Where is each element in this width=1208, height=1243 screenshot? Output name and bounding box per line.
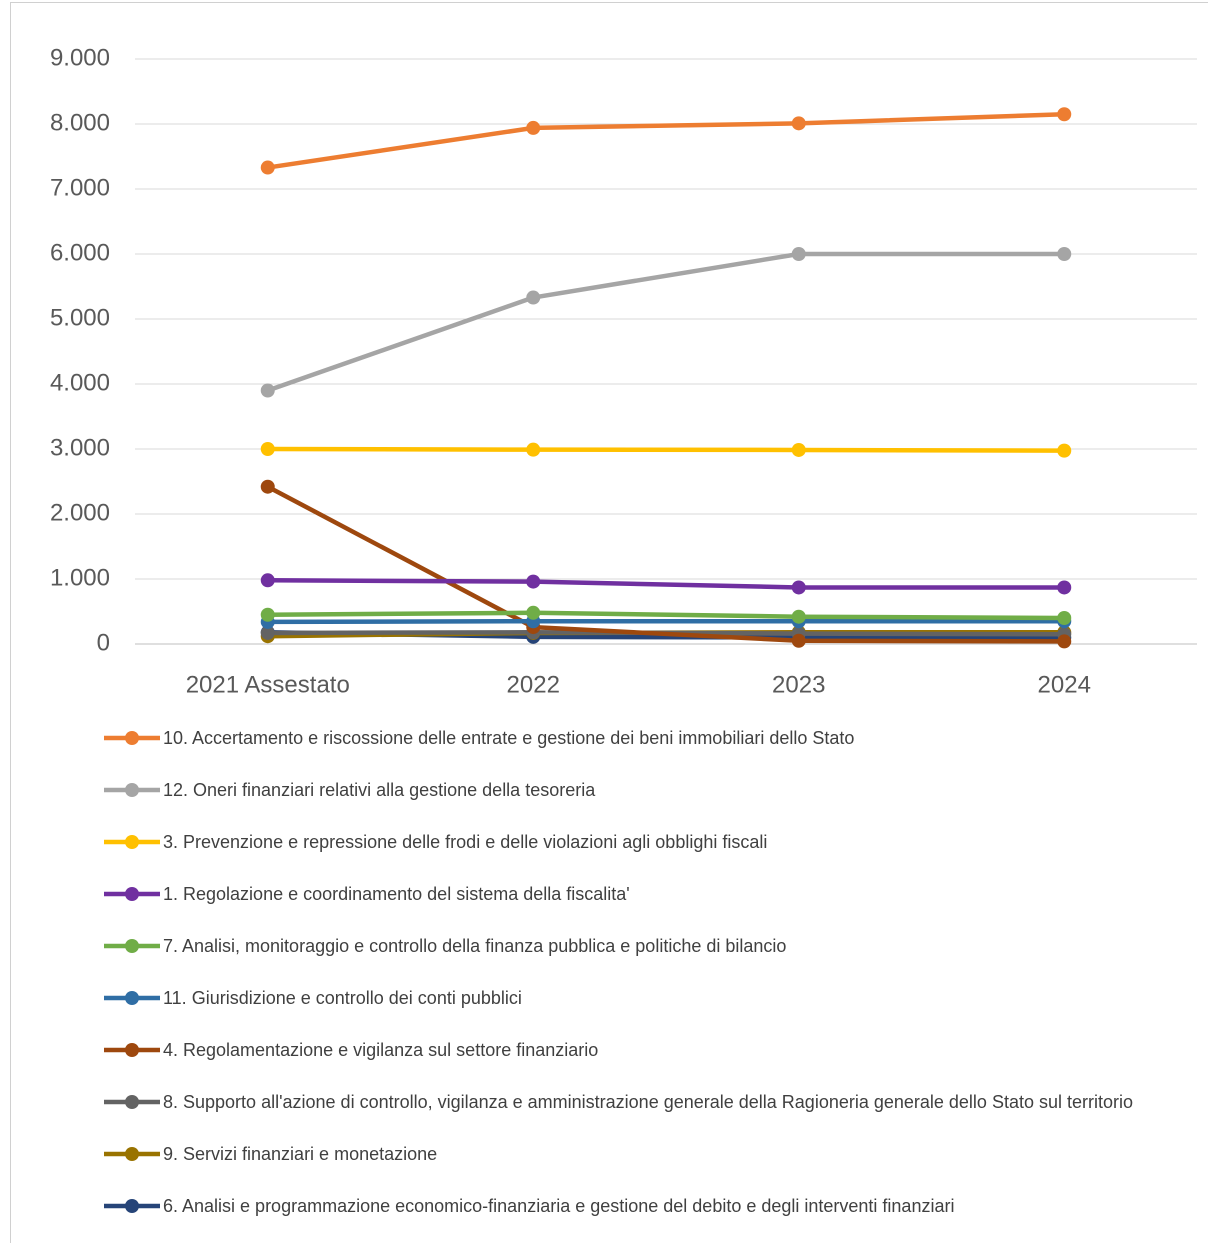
legend-marker — [125, 939, 139, 953]
x-tick-label: 2023 — [772, 671, 825, 698]
data-point — [1057, 611, 1072, 625]
y-tick-label: 1.000 — [50, 564, 110, 591]
data-point — [526, 605, 541, 620]
data-point — [260, 479, 275, 494]
data-point — [791, 633, 806, 648]
series-line — [267, 446, 1065, 453]
data-point — [526, 574, 541, 589]
series-line — [267, 610, 1065, 621]
legend-marker — [125, 1199, 139, 1213]
series-line — [267, 251, 1065, 393]
x-tick-label: 2022 — [507, 671, 560, 698]
data-point — [1057, 107, 1072, 122]
data-point — [526, 442, 541, 457]
y-tick-label: 4.000 — [50, 369, 110, 396]
legend-label: 3. Prevenzione e repressione delle frodi… — [163, 832, 768, 852]
y-tick-label: 8.000 — [50, 109, 110, 136]
data-point — [1057, 247, 1072, 261]
data-point — [260, 383, 275, 398]
y-tick-label: 7.000 — [50, 174, 110, 201]
data-point — [791, 116, 806, 131]
data-point — [526, 120, 541, 135]
legend-marker — [125, 1043, 139, 1057]
series-line — [267, 112, 1065, 170]
y-tick-label: 9.000 — [50, 44, 110, 71]
legend-label: 12. Oneri finanziari relativi alla gesti… — [163, 780, 596, 800]
data-point — [791, 609, 806, 624]
legend-marker — [125, 991, 139, 1005]
y-tick-label: 3.000 — [50, 434, 110, 461]
chart-border — [10, 2, 1208, 1243]
x-tick-label: 2024 — [1038, 671, 1091, 698]
data-point — [791, 580, 806, 595]
x-tick-label: 2021 Assestato — [186, 671, 350, 698]
data-point — [260, 573, 275, 588]
y-tick-label: 0 — [97, 629, 110, 656]
y-tick-label: 2.000 — [50, 499, 110, 526]
legend-label: 8. Supporto all'azione di controllo, vig… — [163, 1092, 1133, 1112]
legend-marker — [125, 1095, 139, 1109]
data-point — [1057, 580, 1072, 595]
legend-label: 1. Regolazione e coordinamento del siste… — [163, 884, 630, 904]
legend-marker — [125, 731, 139, 745]
legend-marker — [125, 783, 139, 797]
legend-marker — [125, 1147, 139, 1161]
legend-label: 9. Servizi finanziari e monetazione — [163, 1144, 438, 1164]
y-tick-label: 5.000 — [50, 304, 110, 331]
legend-label: 10. Accertamento e riscossione delle ent… — [163, 728, 855, 748]
data-point — [791, 247, 806, 261]
data-point — [260, 607, 275, 622]
data-point — [260, 442, 275, 456]
series-line — [266, 484, 1065, 644]
legend-label: 4. Regolamentazione e vigilanza sul sett… — [163, 1040, 599, 1060]
legend-label: 6. Analisi e programmazione economico-fi… — [163, 1196, 955, 1216]
legend-marker — [125, 887, 139, 901]
legend-label: 7. Analisi, monitoraggio e controllo del… — [163, 936, 787, 956]
data-point — [1057, 443, 1072, 458]
series-line — [267, 619, 1065, 625]
data-point — [791, 442, 806, 457]
legend-marker — [125, 835, 139, 849]
data-point — [260, 160, 275, 175]
data-point — [526, 290, 541, 305]
data-point — [1057, 634, 1072, 649]
legend-label: 11. Giurisdizione e controllo dei conti … — [163, 988, 522, 1008]
data-point — [260, 625, 275, 640]
series-line — [267, 578, 1065, 590]
y-tick-label: 6.000 — [50, 239, 110, 266]
